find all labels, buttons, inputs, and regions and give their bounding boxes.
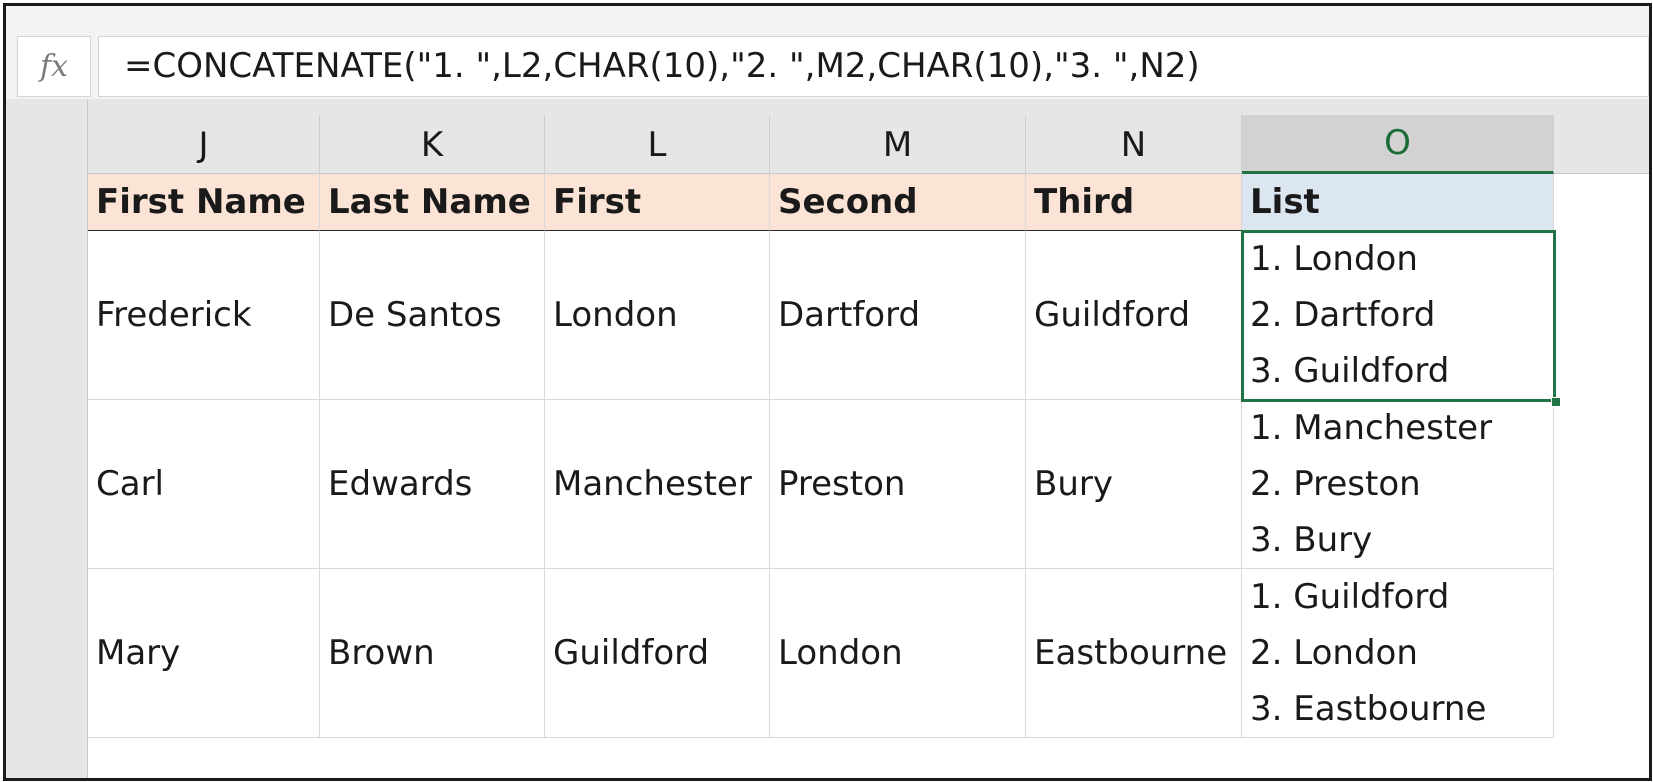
cell-first-city[interactable]: Manchester <box>545 400 770 569</box>
cell-first-name[interactable]: Mary <box>88 569 320 738</box>
list-line: 3. Eastbourne <box>1250 689 1487 729</box>
cell-list[interactable]: 1. London 2. Dartford 3. Guildford <box>1242 231 1554 400</box>
cell-first-city[interactable]: Guildford <box>545 569 770 738</box>
column-header-m[interactable]: M <box>770 115 1026 174</box>
cell-first-name[interactable]: Carl <box>88 400 320 569</box>
list-line: 1. Guildford <box>1250 577 1450 617</box>
formula-bar: fx =CONCATENATE("1. ",L2,CHAR(10),"2. ",… <box>6 6 1649 100</box>
column-header-n[interactable]: N <box>1026 115 1242 174</box>
list-line: 2. Dartford <box>1250 295 1436 335</box>
column-header-l[interactable]: L <box>545 115 770 174</box>
row-header-bar <box>6 99 88 778</box>
cell-first-name[interactable]: Frederick <box>88 231 320 400</box>
header-cell-third[interactable]: Third <box>1026 174 1242 231</box>
header-cell-list[interactable]: List <box>1242 174 1554 231</box>
list-line: 2. Preston <box>1250 464 1421 504</box>
header-cell-first[interactable]: First <box>545 174 770 231</box>
header-cell-second[interactable]: Second <box>770 174 1026 231</box>
header-cell-first-name[interactable]: First Name <box>88 174 320 231</box>
column-header-o[interactable]: O <box>1242 115 1554 174</box>
formula-text: =CONCATENATE("1. ",L2,CHAR(10),"2. ",M2,… <box>124 46 1200 86</box>
cell-first-city[interactable]: London <box>545 231 770 400</box>
cell-list[interactable]: 1. Manchester 2. Preston 3. Bury <box>1242 400 1554 569</box>
fill-handle[interactable] <box>1551 397 1561 407</box>
spreadsheet-window: fx =CONCATENATE("1. ",L2,CHAR(10),"2. ",… <box>3 3 1652 781</box>
insert-function-icon[interactable]: fx <box>17 36 91 97</box>
cell-last-name[interactable]: De Santos <box>320 231 545 400</box>
list-line: 1. Manchester <box>1250 408 1493 448</box>
cell-third-city[interactable]: Bury <box>1026 400 1242 569</box>
cell-second-city[interactable]: Preston <box>770 400 1026 569</box>
column-header-k[interactable]: K <box>320 115 545 174</box>
list-line: 3. Bury <box>1250 520 1373 560</box>
cell-second-city[interactable]: Dartford <box>770 231 1026 400</box>
cell-third-city[interactable]: Guildford <box>1026 231 1242 400</box>
cell-list[interactable]: 1. Guildford 2. London 3. Eastbourne <box>1242 569 1554 738</box>
cell-second-city[interactable]: London <box>770 569 1026 738</box>
list-line: 1. London <box>1250 239 1418 279</box>
cell-third-city[interactable]: Eastbourne <box>1026 569 1242 738</box>
column-header-j[interactable]: J <box>88 115 320 174</box>
list-line: 2. London <box>1250 633 1418 673</box>
header-cell-last-name[interactable]: Last Name <box>320 174 545 231</box>
formula-input[interactable]: =CONCATENATE("1. ",L2,CHAR(10),"2. ",M2,… <box>98 36 1649 97</box>
worksheet-grid: J K L M N O First Name Last Name First S… <box>6 99 1649 778</box>
cell-last-name[interactable]: Brown <box>320 569 545 738</box>
cell-last-name[interactable]: Edwards <box>320 400 545 569</box>
list-line: 3. Guildford <box>1250 351 1450 391</box>
